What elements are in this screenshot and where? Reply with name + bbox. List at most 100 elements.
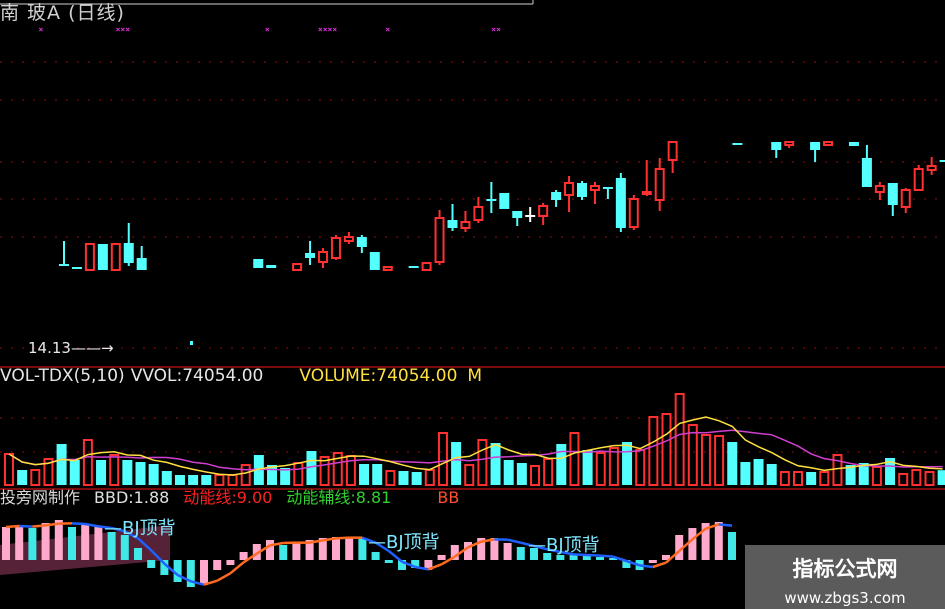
candle: [861, 145, 872, 187]
volume-bar: [135, 462, 146, 485]
candle: [486, 182, 497, 213]
candle-body: [473, 206, 484, 221]
volume-bar: [530, 465, 540, 486]
volume-bar: [556, 444, 567, 485]
momentum-line-segment: [718, 523, 733, 527]
candle-body: [369, 252, 380, 270]
candle: [810, 142, 821, 162]
lowest-price-label: 14.13——→: [28, 339, 114, 357]
volume-bar: [122, 460, 133, 485]
indicator-bar: [358, 538, 367, 560]
candle: [59, 241, 69, 266]
indicator-bar: [186, 560, 195, 587]
volume-bar: [372, 464, 383, 485]
candle: [266, 265, 277, 268]
volume-bar: [516, 463, 527, 485]
indicator-bar: [81, 525, 90, 560]
candle-body: [84, 243, 95, 271]
momentum-line-segment: [414, 565, 429, 571]
indicator-source[interactable]: 投旁网制作: [0, 488, 81, 507]
candle-body: [810, 142, 821, 150]
volume-bar: [253, 455, 264, 485]
candle-body: [447, 220, 458, 228]
volume-bar: [109, 454, 120, 486]
momentum-line-segment: [190, 580, 205, 586]
momentum-line-segment: [560, 550, 574, 556]
momentum-line-segment: [269, 541, 284, 547]
momentum-line-segment: [98, 525, 112, 530]
volume-bar: [188, 475, 199, 485]
momentum-line-segment: [705, 523, 720, 530]
momentum-line-segment: [124, 530, 139, 540]
volume-bar: [293, 462, 304, 486]
bbd-indicator-series: [0, 520, 736, 587]
candle: [330, 235, 341, 260]
volume-bar: [911, 469, 922, 486]
volume-bar: [779, 471, 790, 486]
candle: [499, 193, 510, 209]
momentum-line-segment: [388, 550, 403, 563]
bbd-value: BBD:1.88: [94, 488, 170, 507]
candle: [356, 235, 367, 253]
volume-bar: [582, 450, 593, 485]
indicator-bar: [609, 558, 618, 560]
candle: [564, 176, 575, 212]
candle-body: [641, 191, 652, 195]
indicator-bar: [266, 540, 274, 560]
chart-title: 南 玻A (日线): [0, 2, 125, 24]
momentum-line-segment: [216, 572, 232, 582]
indicator-bar: [490, 538, 499, 560]
volume-ma10-line: [8, 429, 943, 471]
low-marker-dot: [190, 341, 193, 345]
candle: [473, 197, 484, 223]
indicator-bar: [701, 523, 710, 560]
indicator-bar: [28, 528, 37, 560]
volume-bar: [201, 475, 212, 485]
volume-ma-truncated: M: [467, 366, 483, 386]
momentum-line-value: 动能线:9.00: [183, 488, 273, 507]
volume-bar: [845, 465, 856, 485]
indicator-bar: [728, 532, 736, 560]
indicator-bar: [54, 520, 63, 560]
top-divergence-label-1: —BJ顶背: [104, 518, 176, 539]
volume-bar: [714, 435, 725, 486]
volume-bar: [82, 439, 93, 486]
candle-body: [784, 141, 795, 146]
momentum-line-segment: [229, 561, 245, 575]
volume-bar: [227, 474, 238, 486]
volume-indicator-name[interactable]: VOL-TDX(5,10): [0, 366, 125, 386]
volume-bar: [727, 442, 738, 485]
indicator-bar: [582, 555, 591, 560]
candle: [589, 182, 600, 204]
candle-body: [110, 243, 121, 271]
indicator-bar: [411, 560, 420, 568]
volume-bar: [793, 471, 803, 486]
volume-bar: [543, 458, 554, 486]
candle: [900, 188, 911, 213]
indicator-bar: [279, 545, 288, 560]
indicator-bar: [477, 538, 486, 560]
volume-bar: [832, 454, 843, 486]
indicator-bar: [543, 553, 552, 560]
indicator-bar: [450, 545, 459, 560]
momentum-line-segment: [467, 540, 482, 549]
volume-bar: [30, 469, 41, 486]
volume-bar: [424, 469, 435, 486]
candle-body: [318, 251, 328, 263]
volume-bar: [766, 464, 777, 485]
indicator-bar: [200, 560, 208, 585]
candle: [551, 190, 562, 207]
candle-body: [926, 165, 937, 171]
volume-bar: [161, 471, 172, 485]
candle: [602, 187, 613, 199]
indicator-truncated: BB: [437, 488, 460, 507]
candle: [84, 243, 95, 271]
momentum-line-segment: [203, 579, 218, 586]
volume-bar: [332, 452, 343, 486]
candle-body: [577, 183, 587, 197]
indicator-bar: [160, 560, 169, 575]
candle: [343, 232, 354, 244]
volume-bar: [937, 470, 945, 485]
candle-body: [654, 168, 665, 201]
